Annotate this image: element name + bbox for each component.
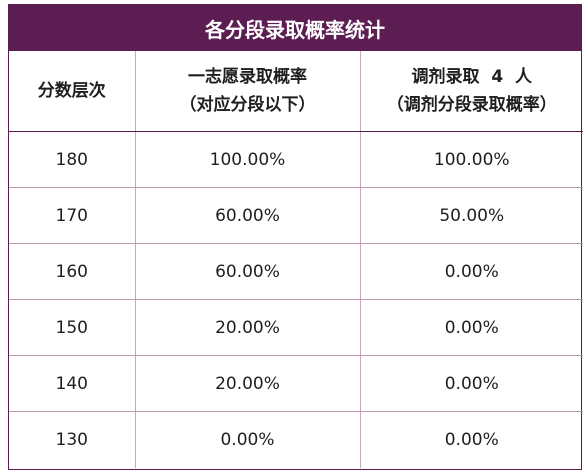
- header-first-choice: 一志愿录取概率 （对应分段以下）: [134, 51, 360, 132]
- probability-table: 分数层次 一志愿录取概率 （对应分段以下） 调剂录取 4 人 （调剂分段录取概率…: [9, 51, 583, 468]
- header-first-choice-line1: 一志愿录取概率: [188, 67, 307, 87]
- first-choice-cell: 60.00%: [134, 187, 360, 244]
- first-choice-cell: 20.00%: [134, 299, 360, 356]
- header-score-level: 分数层次: [9, 51, 135, 132]
- header-adjust-line2: （调剂分段录取概率）: [386, 95, 557, 115]
- header-adjust: 调剂录取 4 人 （调剂分段录取概率）: [359, 51, 583, 132]
- score-cell: 150: [9, 299, 135, 356]
- adjust-cell: 0.00%: [359, 299, 583, 356]
- first-choice-cell: 60.00%: [134, 243, 360, 300]
- table-title: 各分段录取概率统计: [9, 5, 581, 51]
- header-row: 分数层次 一志愿录取概率 （对应分段以下） 调剂录取 4 人 （调剂分段录取概率…: [9, 51, 583, 132]
- header-adjust-line1: 调剂录取 4 人: [411, 67, 532, 87]
- probability-table-card: 各分段录取概率统计 分数层次 一志愿录取概率 （对应分段以下） 调剂录取 4 人…: [8, 4, 583, 470]
- score-cell: 140: [9, 355, 135, 412]
- table-row: 150 20.00% 0.00%: [9, 299, 583, 356]
- adjust-cell: 50.00%: [359, 187, 583, 244]
- first-choice-cell: 100.00%: [134, 131, 360, 188]
- score-cell: 170: [9, 187, 135, 244]
- table-row: 180 100.00% 100.00%: [9, 131, 583, 188]
- table-row: 130 0.00% 0.00%: [9, 411, 583, 468]
- first-choice-cell: 20.00%: [134, 355, 360, 412]
- table-row: 170 60.00% 50.00%: [9, 187, 583, 244]
- adjust-cell: 0.00%: [359, 243, 583, 300]
- score-cell: 180: [9, 131, 135, 188]
- score-cell: 130: [55, 430, 88, 450]
- score-cell: 160: [9, 243, 135, 300]
- first-choice-cell: 0.00%: [134, 411, 360, 468]
- header-first-choice-line2: （对应分段以下）: [179, 95, 316, 115]
- adjust-cell: 100.00%: [359, 131, 583, 188]
- adjust-cell: 0.00%: [359, 411, 583, 468]
- table-row: 140 20.00% 0.00%: [9, 355, 583, 412]
- adjust-cell: 0.00%: [359, 355, 583, 412]
- table-row: 160 60.00% 0.00%: [9, 243, 583, 300]
